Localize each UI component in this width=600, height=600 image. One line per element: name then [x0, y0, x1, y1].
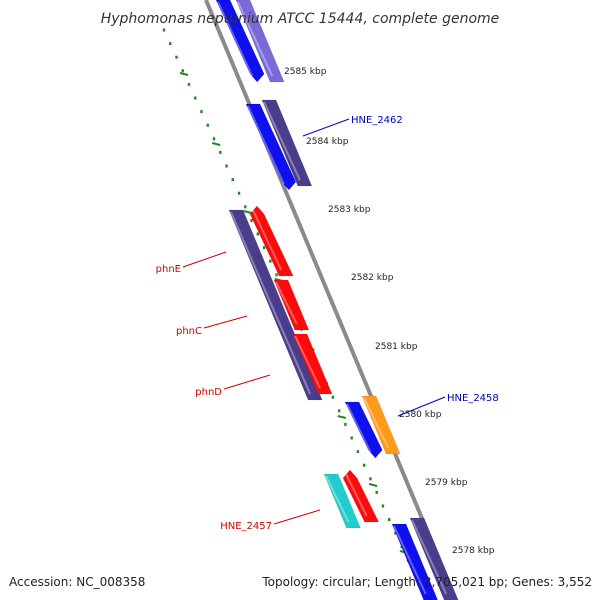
gene-arrow[interactable]: [344, 401, 383, 459]
gene-label[interactable]: phnD: [195, 387, 222, 398]
tick-dot: [262, 246, 266, 250]
tick-dot: [256, 232, 260, 236]
gene-arrow[interactable]: [261, 99, 313, 187]
tick-dot: [175, 55, 178, 59]
tick-dot: [362, 463, 366, 467]
tick-label: 2584 kbp: [306, 137, 349, 147]
tick-dot: [350, 436, 353, 440]
gene-track: [215, 0, 459, 600]
backbone-line: [204, 0, 458, 600]
tick-dot: [344, 422, 347, 426]
tick-dot: [375, 490, 378, 494]
tick-label: 2580 kbp: [399, 410, 442, 420]
tick-dot: [162, 28, 166, 32]
tick-label: 2583 kbp: [328, 205, 371, 215]
accession-text: Accession: NC_008358: [9, 575, 145, 589]
major-tick: [368, 483, 378, 487]
gene-arrow[interactable]: [228, 209, 323, 401]
tick-labels: 2585 kbp 2584 kbp 2583 kbp 2582 kbp 2581 kbp…: [284, 67, 495, 556]
gene-arrow[interactable]: [235, 0, 285, 83]
tick-dot: [275, 273, 278, 277]
gene-label[interactable]: HNE_2458: [447, 393, 499, 404]
callout-line: [397, 396, 446, 417]
tick-dot: [187, 82, 191, 86]
gene-arrow[interactable]: [323, 473, 361, 529]
major-tick: [179, 72, 189, 76]
tick-dot: [388, 518, 391, 522]
tick-dot: [269, 259, 272, 263]
gene-callouts: HNE_2462 phnE phnC phnD HNE_2458 HNE_2457: [156, 115, 499, 532]
tick-dot: [181, 69, 184, 73]
tick-dot: [369, 477, 372, 481]
tick-dot: [200, 110, 203, 114]
tick-dot: [225, 164, 228, 168]
callout-line: [273, 509, 321, 525]
tick-dot: [394, 531, 397, 535]
gene-arrow[interactable]: [215, 0, 265, 83]
callout-line: [302, 118, 350, 137]
tick-dot: [206, 123, 209, 127]
gene-arrow[interactable]: [292, 333, 333, 395]
major-tick: [243, 210, 252, 214]
tick-dot: [237, 191, 241, 195]
gene-arrow[interactable]: [245, 103, 297, 191]
gene-arrow[interactable]: [342, 469, 380, 523]
genome-title: Hyphomonas neptunium ATCC 15444, complet…: [101, 11, 500, 27]
tick-dot: [231, 178, 234, 182]
gene-arrow[interactable]: [273, 279, 310, 331]
callout-line: [203, 315, 248, 329]
tick-dot: [194, 96, 197, 100]
major-tick: [337, 415, 347, 419]
gene-arrow[interactable]: [361, 395, 401, 455]
gene-label[interactable]: phnE: [156, 264, 181, 275]
tick-dot: [244, 205, 247, 209]
tick-label: 2582 kbp: [351, 273, 394, 283]
tick-label: 2581 kbp: [375, 342, 418, 352]
tick-label: 2579 kbp: [425, 478, 468, 488]
tick-dot: [219, 150, 222, 154]
genome-summary-text: Topology: circular; Length: 3,705,021 bp…: [261, 575, 592, 589]
tick-label: 2578 kbp: [452, 546, 495, 556]
tick-dot: [212, 137, 216, 141]
gene-label[interactable]: HNE_2457: [220, 521, 272, 532]
gene-label[interactable]: HNE_2462: [351, 115, 403, 126]
tick-dot: [250, 218, 253, 222]
major-tick: [211, 142, 221, 146]
tick-dot: [337, 409, 341, 413]
callout-line: [182, 251, 227, 268]
gene-arrow[interactable]: [249, 205, 294, 277]
gene-label[interactable]: phnC: [176, 326, 202, 337]
tick-label: 2585 kbp: [284, 67, 327, 77]
tick-dot: [169, 42, 172, 46]
gene-arrow[interactable]: [409, 517, 459, 600]
callout-line: [223, 374, 271, 390]
tick-dot: [381, 504, 385, 508]
tick-dot: [356, 450, 360, 454]
tick-dot: [331, 395, 335, 399]
gene-arrow[interactable]: [391, 523, 438, 600]
